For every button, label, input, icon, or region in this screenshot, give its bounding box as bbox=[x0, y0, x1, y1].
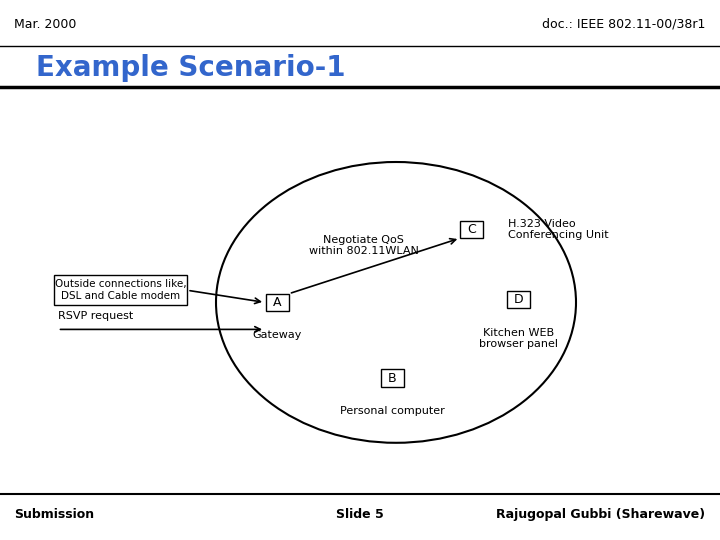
Text: Mar. 2000: Mar. 2000 bbox=[14, 18, 77, 31]
Text: Gateway: Gateway bbox=[253, 330, 302, 341]
Text: C: C bbox=[467, 223, 476, 236]
Text: B: B bbox=[388, 372, 397, 384]
FancyBboxPatch shape bbox=[54, 275, 187, 305]
FancyBboxPatch shape bbox=[507, 291, 530, 308]
Text: Negotiate QoS
within 802.11WLAN: Negotiate QoS within 802.11WLAN bbox=[309, 235, 418, 256]
Text: Rajugopal Gubbi (Sharewave): Rajugopal Gubbi (Sharewave) bbox=[497, 508, 706, 521]
Text: A: A bbox=[273, 296, 282, 309]
FancyBboxPatch shape bbox=[266, 294, 289, 311]
Text: Submission: Submission bbox=[14, 508, 94, 521]
Text: Example Scenario-1: Example Scenario-1 bbox=[36, 53, 346, 82]
Text: Outside connections like,
DSL and Cable modem: Outside connections like, DSL and Cable … bbox=[55, 280, 186, 301]
Text: Kitchen WEB
browser panel: Kitchen WEB browser panel bbox=[479, 328, 558, 349]
FancyBboxPatch shape bbox=[381, 369, 404, 387]
Text: H.323 Video
Conferencing Unit: H.323 Video Conferencing Unit bbox=[508, 219, 608, 240]
Text: doc.: IEEE 802.11-00/38r1: doc.: IEEE 802.11-00/38r1 bbox=[542, 18, 706, 31]
Text: D: D bbox=[513, 293, 523, 306]
Text: Slide 5: Slide 5 bbox=[336, 508, 384, 521]
FancyBboxPatch shape bbox=[460, 221, 483, 238]
Text: Personal computer: Personal computer bbox=[340, 406, 445, 416]
Text: RSVP request: RSVP request bbox=[58, 311, 133, 321]
